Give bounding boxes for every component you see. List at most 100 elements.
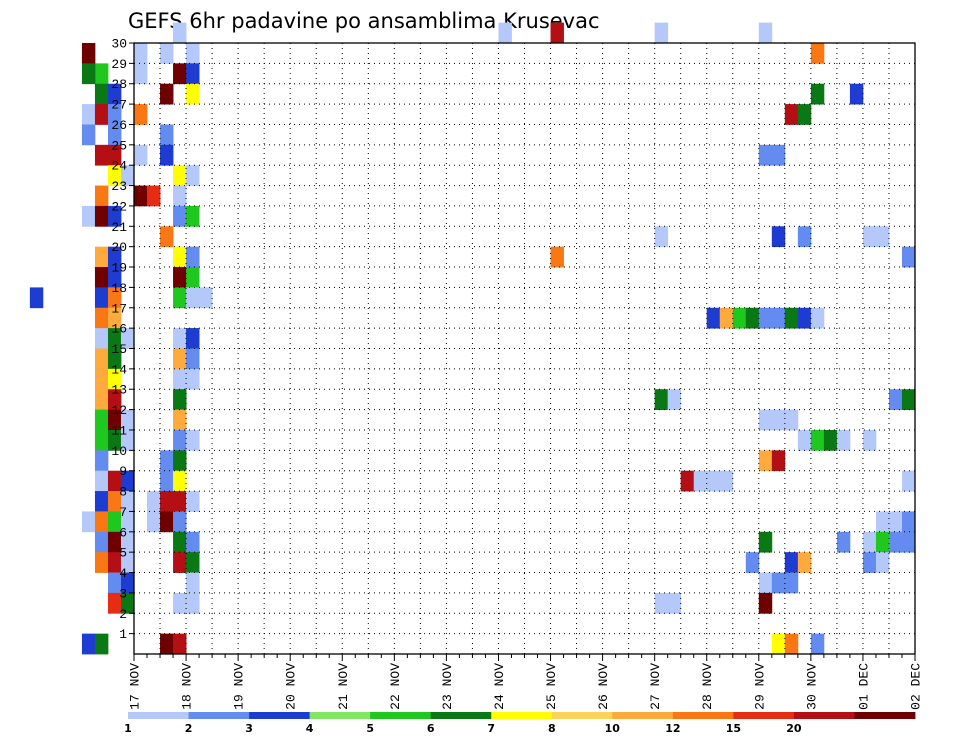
y-tick-label: 4 — [119, 566, 127, 581]
colorbar-label: 15 — [726, 722, 741, 735]
heatmap-cell — [186, 267, 200, 288]
heatmap-cell — [160, 511, 174, 533]
x-tick-label: 18 NOV — [180, 663, 195, 710]
colorbar-label: 4 — [306, 722, 314, 735]
heatmap-cell — [120, 470, 135, 492]
heatmap-cell — [173, 287, 187, 309]
heatmap-cell — [29, 287, 44, 309]
heatmap-cell — [550, 246, 564, 268]
heatmap-cell — [173, 246, 187, 268]
heatmap-cell — [173, 552, 187, 573]
heatmap-cell — [81, 63, 96, 85]
heatmap-cell — [94, 185, 109, 207]
heatmap-cell — [797, 552, 812, 573]
colorbar-label: 10 — [605, 722, 621, 735]
heatmap-cell — [654, 389, 669, 410]
heatmap-cell — [706, 307, 721, 329]
heatmap-cell — [94, 104, 109, 125]
y-tick-label: 22 — [111, 199, 127, 214]
heatmap-cell — [160, 450, 174, 472]
heatmap-cell — [160, 633, 174, 655]
y-tick-label: 25 — [111, 138, 127, 153]
heatmap-cell — [849, 83, 864, 105]
heatmap-cell — [173, 328, 187, 349]
heatmap-cell — [147, 491, 161, 512]
chart-title: GEFS 6hr padavine po ansamblima Krusevac — [128, 9, 600, 33]
heatmap-cell — [120, 409, 135, 431]
heatmap-cell — [654, 226, 669, 248]
colorbar-label: 2 — [185, 722, 193, 735]
heatmap-cell — [784, 307, 799, 329]
heatmap-cell — [120, 328, 135, 349]
heatmap-cell — [186, 552, 200, 573]
heatmap-cell — [94, 409, 109, 431]
heatmap-cell — [107, 531, 122, 553]
y-tick-label: 7 — [119, 505, 127, 520]
heatmap-cell — [719, 307, 734, 329]
heatmap-cell — [94, 205, 109, 227]
y-tick-label: 27 — [111, 98, 127, 113]
heatmap-cell — [186, 205, 200, 227]
heatmap-cell — [667, 389, 682, 410]
heatmap-cell — [147, 511, 161, 533]
heatmap-cell — [173, 429, 187, 451]
heatmap-cell — [107, 205, 122, 227]
heatmap-cell — [81, 124, 96, 146]
heatmap-cell — [680, 470, 695, 492]
heatmap-cell — [94, 633, 109, 655]
heatmap-cell — [836, 531, 851, 553]
heatmap-cell — [758, 144, 773, 166]
heatmap-cell — [134, 43, 148, 64]
heatmap-cell — [901, 470, 916, 492]
heatmap-cell — [667, 592, 682, 614]
heatmap-cell — [81, 511, 96, 533]
heatmap-cell — [888, 389, 903, 410]
x-tick-label: 21 NOV — [336, 663, 351, 710]
heatmap-cell — [186, 348, 200, 370]
heatmap-cell — [862, 531, 877, 553]
heatmap-cell — [173, 633, 187, 655]
heatmap-cell — [550, 22, 564, 44]
heatmap-cell — [94, 491, 109, 512]
heatmap-cell — [94, 144, 109, 166]
colorbar-swatch — [854, 712, 916, 719]
heatmap-cell — [771, 226, 786, 248]
heatmap-cell — [134, 104, 148, 125]
heatmap-cell — [107, 246, 122, 268]
y-tick-label: 30 — [111, 37, 127, 52]
colorbar-swatch — [672, 712, 734, 719]
heatmap-cell — [758, 307, 773, 329]
y-tick-label: 5 — [119, 546, 127, 561]
heatmap-cell — [94, 429, 109, 451]
heatmap-cell — [823, 429, 838, 451]
heatmap-cell — [94, 246, 109, 268]
colorbar-label: 5 — [366, 722, 374, 735]
heatmap-cell — [797, 226, 812, 248]
heatmap-cell — [107, 267, 122, 288]
grid-lines — [134, 43, 915, 654]
heatmap-cell — [186, 531, 200, 553]
y-tick-label: 28 — [111, 77, 127, 92]
heatmap-cell — [94, 83, 109, 105]
heatmap-cell — [160, 43, 174, 64]
heatmap-cell — [120, 165, 135, 186]
heatmap-cell — [810, 307, 825, 329]
heatmap-cell — [719, 470, 734, 492]
colorbar-swatch — [491, 712, 553, 719]
heatmap-cell — [107, 511, 122, 533]
y-tick-label: 3 — [119, 586, 127, 601]
heatmap-cell — [94, 307, 109, 329]
heatmap-cell — [901, 246, 916, 268]
heatmap-cell — [186, 63, 200, 85]
colorbar-swatch — [370, 712, 432, 719]
heatmap-cell — [173, 531, 187, 553]
y-tick-label: 9 — [119, 464, 127, 479]
heatmap-cell — [173, 368, 187, 390]
colorbar-swatch — [733, 712, 795, 719]
heatmap-cell — [784, 104, 799, 125]
heatmap-cell — [758, 592, 773, 614]
heatmap-cell — [107, 389, 122, 410]
x-tick-label: 17 NOV — [128, 663, 143, 710]
y-tick-label: 11 — [111, 423, 127, 438]
heatmap-cell — [797, 307, 812, 329]
